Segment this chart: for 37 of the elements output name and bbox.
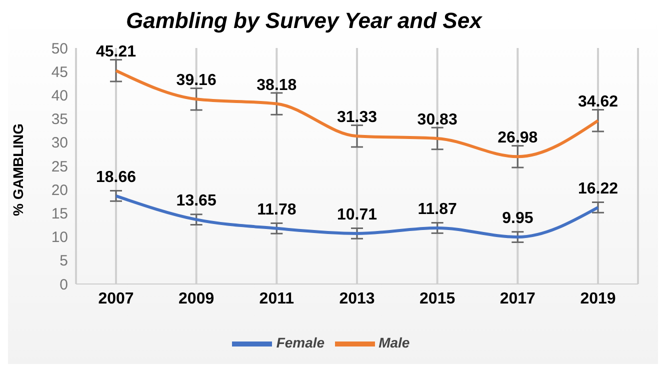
y-tick-label: 20 [51,182,68,199]
x-tick-label: 2009 [178,290,214,308]
data-label: 38.18 [256,76,297,94]
data-label: 39.16 [176,72,216,90]
x-tick-label: 2013 [339,290,375,308]
data-label: 11.87 [418,200,458,218]
data-label: 13.65 [176,192,216,210]
data-label: 31.33 [336,109,378,126]
chart-title: Gambling by Survey Year and Sex [125,8,484,35]
y-tick-label: 35 [51,111,68,128]
y-tick-label: 25 [51,158,68,176]
x-tick-label: 2011 [259,290,294,308]
y-tick-label: 40 [51,88,68,105]
y-tick-label: 30 [51,134,68,152]
data-label: 30.83 [417,111,458,128]
data-label: 10.71 [336,206,378,224]
data-label: 26.98 [498,130,538,147]
data-label: 9.95 [502,210,534,228]
x-tick-label: 2015 [420,290,456,308]
legend-label: Female [276,334,325,351]
data-label: 16.22 [578,180,618,198]
y-axis-title: % GAMBLING [10,123,26,216]
x-tick-label: 2007 [98,290,134,308]
y-tick-label: 15 [51,206,68,223]
legend-label: Male [378,334,410,351]
data-label: 34.62 [578,94,618,111]
y-tick-label: 50 [51,40,68,58]
y-tick-label: 45 [51,64,68,81]
y-tick-label: 5 [60,252,68,270]
y-tick-label: 0 [60,276,68,294]
x-tick-label: 2019 [580,290,616,308]
data-label: 45.21 [96,44,136,61]
line-series [114,194,600,239]
data-label: 18.66 [96,168,136,186]
data-label: 11.78 [257,201,296,218]
x-tick-label: 2017 [500,290,536,308]
y-tick-label: 10 [51,229,68,246]
